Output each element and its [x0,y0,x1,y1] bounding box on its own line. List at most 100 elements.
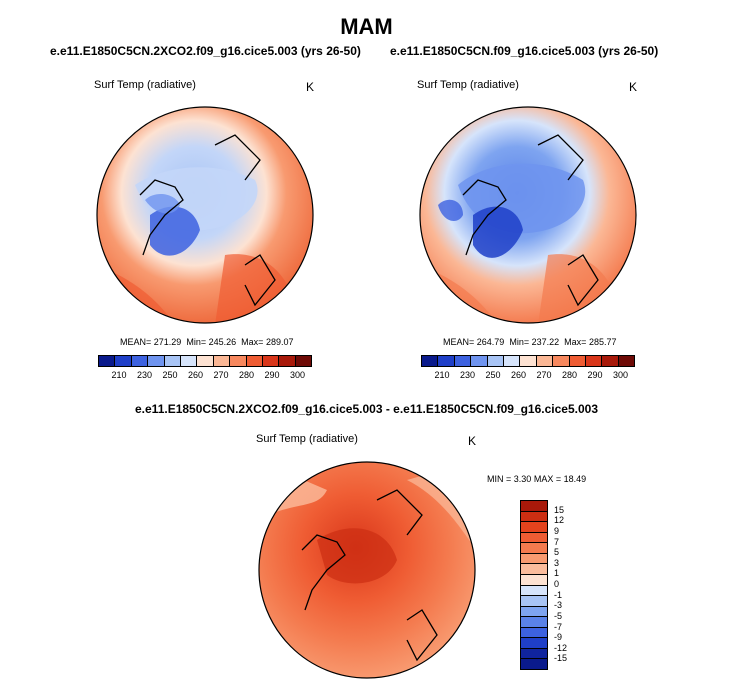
colorbar-swatch [454,356,472,366]
colorbar-swatch [521,532,547,544]
colorbar-label: 7 [554,536,560,547]
colorbar-label: 9 [554,525,560,536]
colorbar-label: -9 [554,632,563,643]
colorbar-swatch [503,356,521,366]
left-mean-value: 271.29 [153,337,182,347]
colorbar-label: 250 [162,370,178,380]
colorbar-label: 230 [136,370,152,380]
right-colorbar-labels: 210 230 250 260 270 280 290 300 [421,370,633,380]
colorbar-label: 270 [536,370,552,380]
colorbar-swatch [521,564,547,575]
diff-colorbar-labels: 15 12 9 7 5 3 1 0 -1 -3 -5 -7 -9 -12 -15 [554,500,594,670]
colorbar-swatch [262,356,280,366]
left-max-label: Max= [241,337,264,347]
left-polar-map [96,106,314,324]
colorbar-swatch [521,638,547,649]
colorbar-label: 300 [612,370,628,380]
colorbar-swatch [585,356,603,366]
colorbar-swatch [553,356,570,366]
colorbar-label: 3 [554,557,560,568]
colorbar-swatch [279,356,296,366]
colorbar-label: -1 [554,589,563,600]
right-min-label: Min= [509,337,530,347]
colorbar-label: 280 [561,370,577,380]
right-mean-value: 264.79 [476,337,505,347]
colorbar-swatch [115,356,132,366]
colorbar-label: 12 [554,515,565,526]
left-variable-label: Surf Temp (radiative) [94,79,196,91]
colorbar-label: 5 [554,547,560,558]
colorbar-label: 270 [213,370,229,380]
diff-min-value: 3.30 [513,474,532,484]
colorbar-label: 280 [238,370,254,380]
colorbar-swatch [569,356,586,366]
colorbar-swatch [422,356,439,366]
diff-stats: MIN = 3.30 MAX = 18.49 [487,474,586,484]
colorbar-label: 1 [554,568,560,579]
colorbar-label: 260 [510,370,526,380]
right-max-value: 285.77 [588,337,617,347]
colorbar-swatch [131,356,149,366]
right-polar-map [419,106,637,324]
colorbar-swatch [521,501,547,512]
colorbar-swatch [521,553,547,565]
right-max-label: Max= [564,337,587,347]
diff-min-label: MIN = [487,474,512,484]
colorbar-swatch [521,659,547,669]
colorbar-swatch [213,356,231,366]
colorbar-label: 210 [434,370,450,380]
colorbar-label: 0 [554,579,560,589]
colorbar-swatch [521,617,547,628]
colorbar-label: 210 [111,370,127,380]
left-min-label: Min= [186,337,207,347]
left-mean-label: MEAN= [120,337,152,347]
diff-max-label: MAX = [533,474,562,484]
left-max-value: 289.07 [265,337,294,347]
colorbar-swatch [180,356,198,366]
right-stats: MEAN= 264.79 Min= 237.22 Max= 285.77 [443,337,616,347]
colorbar-swatch [521,511,547,523]
diff-polar-map [258,461,476,679]
colorbar-swatch [618,356,635,366]
colorbar-swatch [438,356,455,366]
colorbar-label: 250 [485,370,501,380]
left-colorbar [98,355,312,367]
colorbar-label: -15 [554,653,568,664]
right-min-value: 237.22 [531,337,560,347]
diff-variable-label: Surf Temp (radiative) [256,433,358,445]
colorbar-swatch [230,356,247,366]
colorbar-swatch [99,356,116,366]
colorbar-swatch [521,585,547,597]
right-unit-label: K [629,80,638,94]
colorbar-swatch [536,356,554,366]
colorbar-swatch [521,522,547,533]
figure-title: MAM [340,14,393,39]
right-panel-title: e.e11.E1850C5CN.f09_g16.cice5.003 (yrs 2… [390,44,659,58]
right-variable-label: Surf Temp (radiative) [417,79,519,91]
colorbar-swatch [471,356,488,366]
left-panel-title: e.e11.E1850C5CN.2XCO2.f09_g16.cice5.003 … [50,44,361,58]
colorbar-swatch [521,648,547,660]
diff-unit-label: K [468,434,477,448]
colorbar-swatch [520,356,537,366]
colorbar-swatch [148,356,165,366]
colorbar-swatch [521,574,547,586]
left-stats: MEAN= 271.29 Min= 245.26 Max= 289.07 [120,337,293,347]
colorbar-swatch [487,356,504,366]
colorbar-label: 290 [587,370,603,380]
colorbar-swatch [521,543,547,554]
colorbar-label: 15 [554,504,565,515]
colorbar-swatch [521,596,547,607]
diff-max-value: 18.49 [563,474,587,484]
colorbar-swatch [521,606,547,618]
colorbar-label: -3 [554,600,563,611]
diff-panel-title: e.e11.E1850C5CN.2XCO2.f09_g16.cice5.003 … [135,402,598,416]
colorbar-label: 300 [289,370,305,380]
colorbar-label: 230 [459,370,475,380]
left-colorbar-labels: 210 230 250 260 270 280 290 300 [98,370,310,380]
colorbar-swatch [197,356,214,366]
colorbar-swatch [164,356,181,366]
colorbar-swatch [295,356,312,366]
colorbar-swatch [602,356,619,366]
colorbar-label: -7 [554,621,563,632]
